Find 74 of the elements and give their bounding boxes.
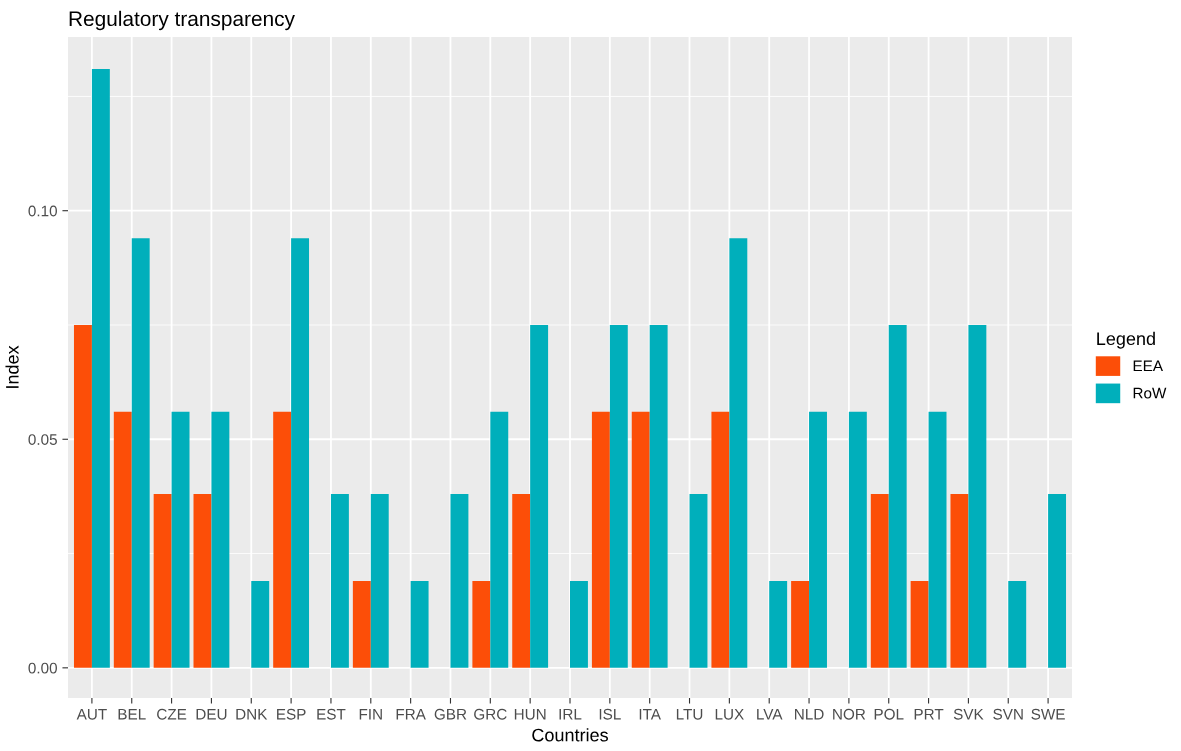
- bar: [1048, 494, 1067, 668]
- chart-title: Regulatory transparency: [69, 10, 295, 31]
- bar: [848, 411, 867, 668]
- bar: [711, 411, 730, 668]
- bar: [928, 411, 947, 668]
- x-tick-label: SVN: [993, 708, 1023, 720]
- x-tick-label: LUX: [715, 708, 744, 720]
- bar: [631, 411, 650, 668]
- y-tick-label: 0.05: [28, 434, 57, 445]
- x-tick-label: LVA: [757, 708, 783, 720]
- bar: [211, 411, 230, 668]
- x-tick-label: NLD: [795, 708, 824, 720]
- bar: [609, 324, 628, 668]
- x-tick-label: FIN: [359, 708, 382, 720]
- x-tick-label: DNK: [236, 708, 268, 720]
- x-tick-label: FRA: [396, 708, 426, 720]
- y-tick-label: 0.00: [28, 662, 57, 674]
- bar: [910, 580, 929, 668]
- bar: [888, 324, 907, 668]
- bar: [530, 324, 549, 668]
- x-tick-label: AUT: [76, 708, 107, 720]
- y-axis-title: Index: [5, 345, 19, 388]
- bar: [591, 411, 610, 668]
- bar: [490, 411, 509, 668]
- bar: [113, 411, 132, 668]
- bar: [809, 411, 827, 668]
- x-tick-label: HUN: [514, 708, 546, 720]
- x-tick-label: DEU: [196, 708, 227, 720]
- bar: [870, 494, 889, 668]
- bar: [472, 580, 491, 668]
- bar: [689, 494, 708, 668]
- legend-title: Legend: [1097, 331, 1155, 349]
- bar: [193, 494, 212, 668]
- bar: [330, 494, 349, 668]
- bar: [291, 238, 310, 668]
- bar: [570, 580, 588, 668]
- bar: [273, 411, 292, 668]
- bar: [131, 238, 150, 668]
- bar: [968, 324, 987, 668]
- x-tick-label: POL: [874, 708, 904, 720]
- legend-label: RoW: [1133, 387, 1167, 399]
- bar: [769, 580, 788, 668]
- x-tick-label: CZE: [157, 708, 187, 720]
- x-tick-label: ISL: [599, 708, 621, 720]
- x-tick-label: GRC: [474, 708, 507, 720]
- bar: [1008, 580, 1027, 668]
- bar: [410, 580, 429, 668]
- x-tick-label: EST: [317, 708, 346, 720]
- x-tick-label: NOR: [833, 708, 866, 720]
- bar: [91, 69, 110, 668]
- bar: [251, 580, 270, 668]
- x-tick-label: PRT: [914, 708, 944, 720]
- x-tick-label: IRL: [559, 708, 582, 720]
- bar: [450, 494, 469, 668]
- bar: [370, 494, 389, 668]
- bar: [153, 494, 172, 668]
- legend-label: EEA: [1133, 360, 1163, 372]
- bar: [512, 494, 531, 668]
- y-tick-label: 0.10: [28, 205, 57, 217]
- x-axis-title: Countries: [532, 728, 608, 742]
- x-tick-label: LTU: [676, 708, 703, 720]
- x-tick-label: GBR: [434, 708, 467, 720]
- bar: [352, 580, 371, 668]
- bar: [171, 411, 190, 668]
- bar: [729, 238, 748, 668]
- bar: [950, 494, 969, 668]
- x-tick-label: ESP: [277, 708, 306, 720]
- x-tick-label: SVK: [953, 708, 984, 720]
- x-tick-label: ITA: [639, 708, 661, 720]
- bar: [649, 324, 668, 668]
- bar: [791, 580, 810, 668]
- x-tick-label: SWE: [1031, 708, 1065, 720]
- x-tick-label: BEL: [118, 708, 146, 720]
- bar: [73, 324, 92, 668]
